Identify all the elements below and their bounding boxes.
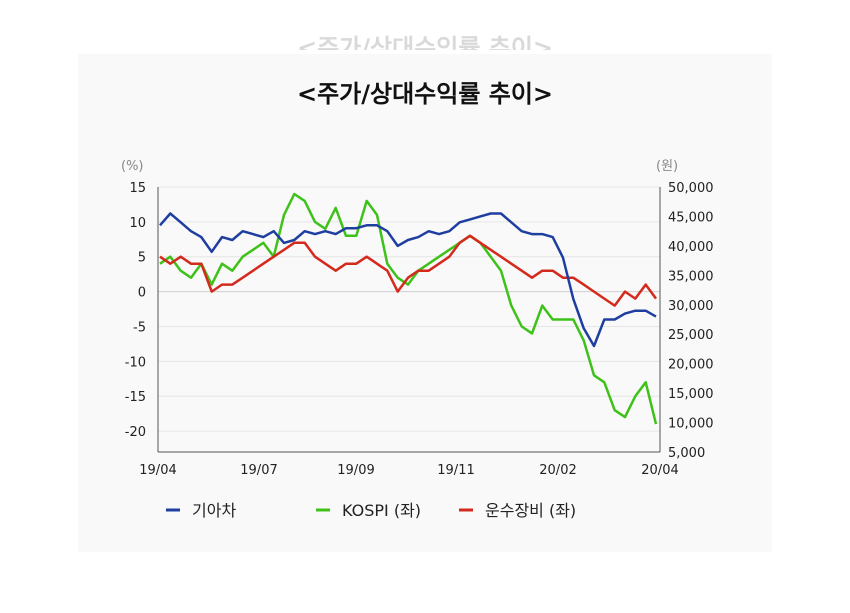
legend-label: 운수장비 (좌): [485, 501, 576, 520]
legend: 기아차 KOSPI (좌) 운수장비 (좌): [166, 501, 576, 520]
y-left-unit: (%): [121, 159, 144, 174]
y-right-tick: 15,000: [668, 387, 714, 402]
y-left-tick: 10: [129, 216, 146, 231]
y-right-tick: 50,000: [668, 181, 714, 196]
y-left-tick: 0: [138, 286, 146, 301]
series-line-0: [159, 212, 657, 348]
y-right-unit: (원): [656, 159, 678, 174]
x-tick: 19/11: [437, 463, 474, 478]
series-lines: [159, 192, 658, 425]
x-tick: 19/09: [337, 463, 374, 478]
y-right-tick: 45,000: [668, 210, 714, 225]
chart-card: [78, 54, 772, 552]
y-right-tick: 40,000: [668, 240, 714, 255]
x-tick-labels: 19/04 19/07 19/09 19/11 20/02 20/04: [139, 463, 678, 478]
x-tick: 19/04: [139, 463, 176, 478]
y-left-tick: -20: [125, 425, 146, 440]
x-tick: 20/02: [539, 463, 576, 478]
grid: [158, 186, 660, 432]
ghost-title: <주가/상대수익률 추이>: [296, 34, 554, 50]
y-left-tick: -5: [133, 320, 146, 335]
y-right-tick: 20,000: [668, 358, 714, 373]
y-right-tick: 10,000: [668, 417, 714, 432]
y-left-tick: -15: [125, 390, 146, 405]
y-left-tick: 5: [138, 251, 146, 266]
legend-label: 기아차: [192, 501, 236, 520]
series-line-2: [159, 234, 658, 307]
y-right-tick: 30,000: [668, 299, 714, 314]
y-right-tick: 35,000: [668, 269, 714, 284]
x-tick: 19/07: [240, 463, 277, 478]
y-left-tick: -10: [125, 355, 146, 370]
y-right-tick: 25,000: [668, 328, 714, 343]
y-left-tick-labels: 15 10 5 0 -5 -10 -15 -20: [125, 181, 146, 440]
y-right-tick-labels: 50,000 45,000 40,000 35,000 30,000 25,000 20,0…: [668, 181, 714, 461]
y-right-tick: 5,000: [668, 446, 705, 461]
y-left-tick: 15: [129, 181, 146, 196]
chart-title: <주가/상대수익률 추이>: [296, 80, 554, 108]
series-line-1: [159, 192, 658, 425]
legend-label: KOSPI (좌): [342, 501, 421, 520]
x-tick: 20/04: [641, 463, 678, 478]
